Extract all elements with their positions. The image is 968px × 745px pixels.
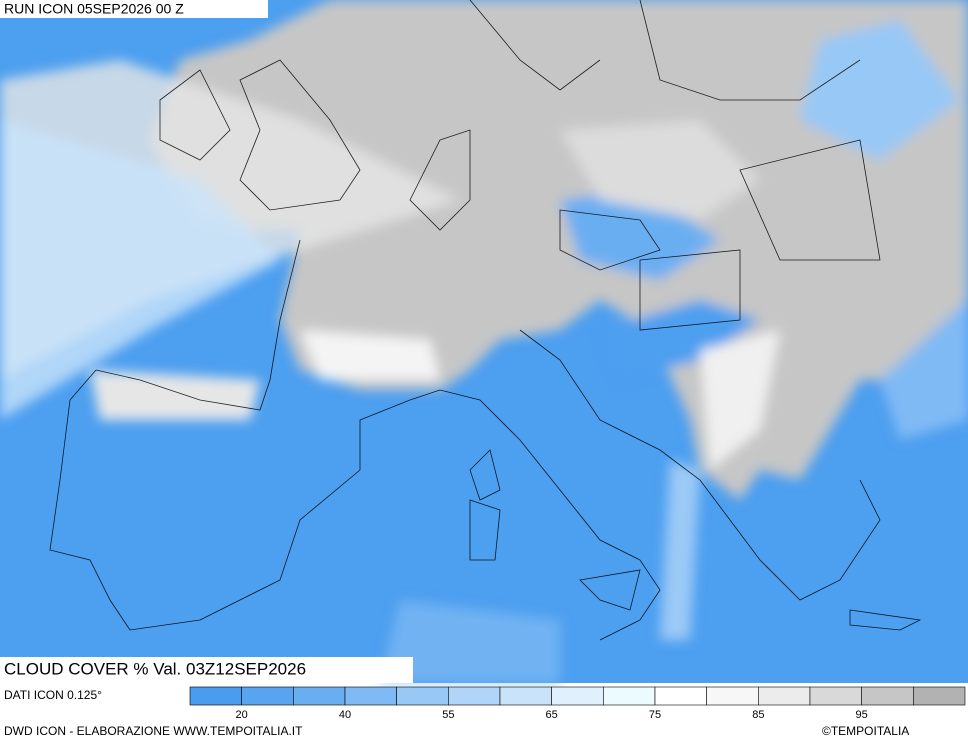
legend-label: 95 (856, 709, 868, 721)
legend-swatch (603, 686, 656, 706)
legend-label: 40 (339, 709, 351, 721)
legend-swatch (706, 686, 759, 706)
footer-credit: DWD ICON - ELABORAZIONE WWW.TEMPOITALIA.… (4, 724, 303, 738)
legend-swatch (758, 686, 811, 706)
legend-swatch (499, 686, 552, 706)
legend: 20 40 55 65 75 85 95 (189, 686, 966, 721)
legend-swatch (809, 686, 862, 706)
legend-swatch (913, 686, 966, 706)
legend-swatch (861, 686, 914, 706)
map: RUN ICON 05SEP2026 00 Z CLOUD COVER % Va… (0, 0, 968, 683)
legend-swatch (448, 686, 501, 706)
legend-label: 75 (649, 709, 661, 721)
data-source: DATI ICON 0.125° (4, 688, 102, 702)
footer-copyright: ©TEMPOITALIA (822, 724, 909, 738)
legend-swatch (344, 686, 397, 706)
legend-swatch (396, 686, 449, 706)
legend-swatch (551, 686, 604, 706)
legend-label: 20 (236, 709, 248, 721)
legend-swatch (654, 686, 707, 706)
legend-label: 65 (546, 709, 558, 721)
legend-label: 55 (442, 709, 454, 721)
legend-label: 85 (752, 709, 764, 721)
legend-swatch (293, 686, 346, 706)
legend-swatch (189, 686, 242, 706)
map-title: CLOUD COVER % Val. 03Z12SEP2026 (4, 659, 306, 678)
legend-swatch (241, 686, 294, 706)
run-label: RUN ICON 05SEP2026 00 Z (4, 1, 184, 17)
